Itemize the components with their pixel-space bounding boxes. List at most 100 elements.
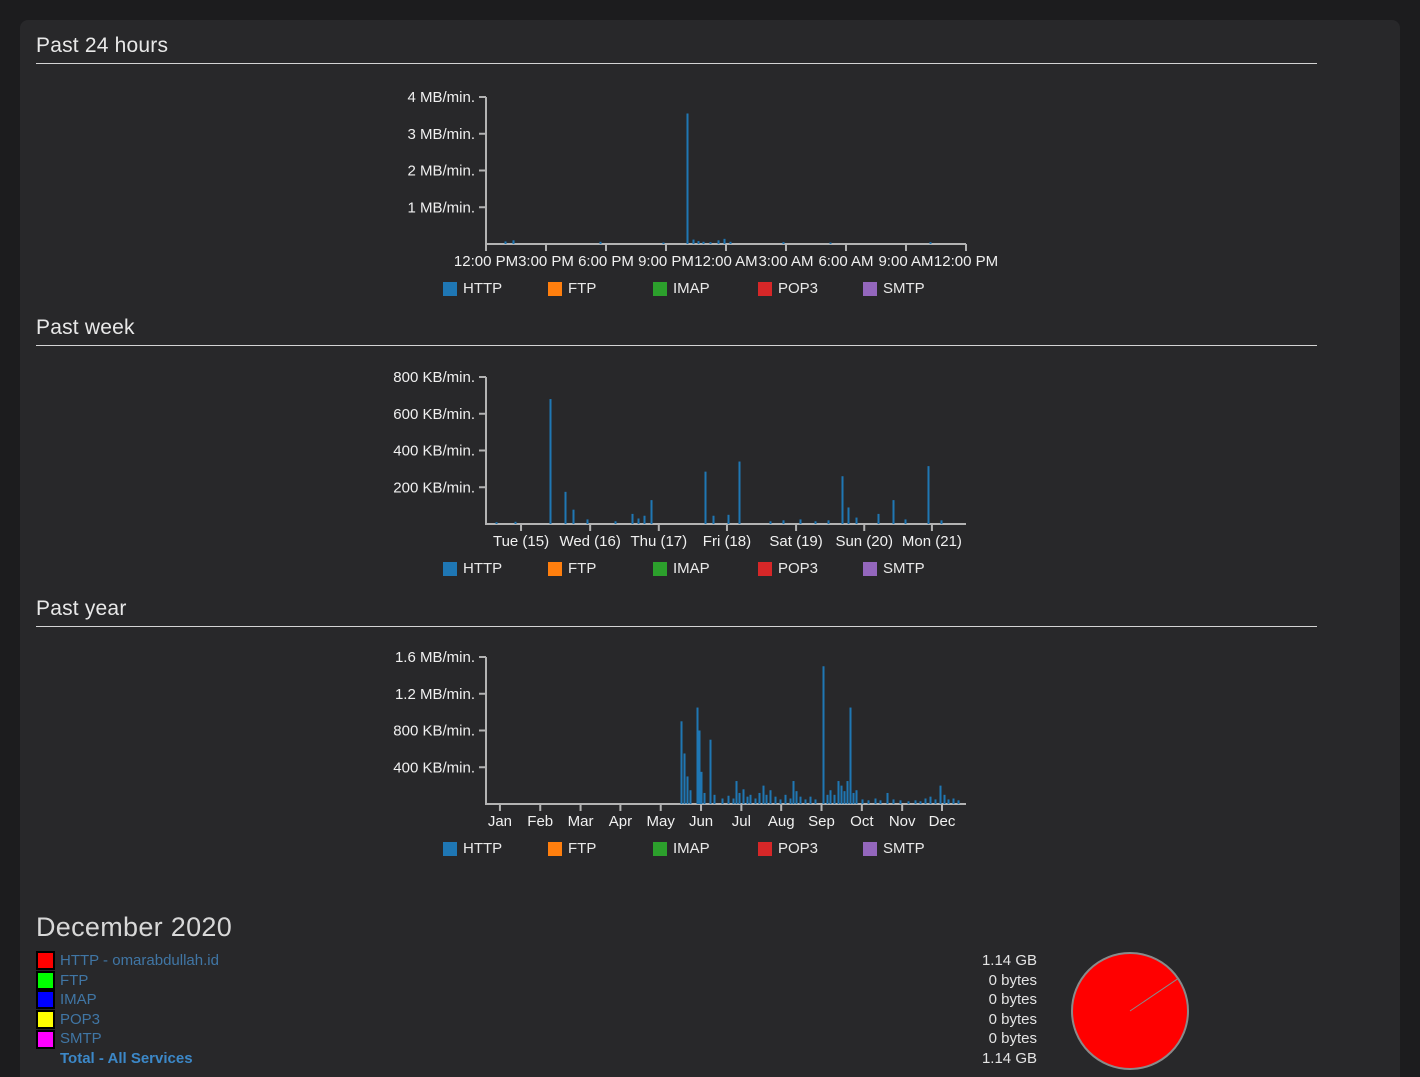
service-link-pop3[interactable]: POP3 xyxy=(60,1010,101,1028)
axis-line xyxy=(485,657,966,805)
x-axis-tick-label: 9:00 AM xyxy=(878,253,933,270)
x-axis-tick-label: Sat (19) xyxy=(769,533,822,550)
service-swatch-icon xyxy=(36,951,55,971)
legend-swatch-pop3-icon xyxy=(758,842,772,856)
x-axis-tick-label: Mon (21) xyxy=(902,533,962,550)
x-axis-tick-label: 12:00 PM xyxy=(454,253,518,270)
y-axis-tick-label: 1 MB/min. xyxy=(407,199,475,216)
legend-swatch-ftp-icon xyxy=(548,282,562,296)
x-axis-tick-label: Nov xyxy=(889,813,916,830)
x-axis-tick-label: Feb xyxy=(527,813,553,830)
legend-item-imap: IMAP xyxy=(653,281,758,297)
legend-item-http: HTTP xyxy=(443,841,548,857)
y-axis-tick-label: 2 MB/min. xyxy=(407,163,475,180)
x-axis-tick-label: 12:00 AM xyxy=(694,253,757,270)
y-axis-tick-label: 1.2 MB/min. xyxy=(395,686,475,703)
legend-label: IMAP xyxy=(673,560,710,577)
service-link-ftp[interactable]: FTP xyxy=(60,971,89,989)
service-value: 0 bytes xyxy=(988,1010,1037,1028)
service-row: HTTP - omarabdullah.id xyxy=(36,951,219,971)
legend-label: FTP xyxy=(568,840,597,857)
legend-swatch-http-icon xyxy=(443,562,457,576)
legend-label: IMAP xyxy=(673,840,710,857)
x-axis-tick-label: 6:00 AM xyxy=(818,253,873,270)
x-axis-tick-label: Tue (15) xyxy=(493,533,549,550)
x-axis-tick-label: Fri (18) xyxy=(703,533,751,550)
service-swatch-icon xyxy=(36,1029,55,1049)
service-row: POP3 xyxy=(36,1010,219,1030)
service-value: 0 bytes xyxy=(988,991,1037,1009)
chart-legend-past-week: HTTP FTP IMAP POP3 SMTP xyxy=(443,561,968,577)
chart-past-year: 1.6 MB/min. 1.2 MB/min. 800 KB/min. 400 KB/… xyxy=(393,649,966,830)
service-value: 1.14 GB xyxy=(981,952,1037,969)
service-value: 0 bytes xyxy=(988,971,1037,989)
axis-line xyxy=(485,377,966,525)
x-axis-tick-label: 9:00 PM xyxy=(638,253,694,270)
x-axis-tick-label: 3:00 PM xyxy=(518,253,574,270)
service-link-total[interactable]: Total - All Services xyxy=(60,1049,193,1067)
legend-item-ftp: FTP xyxy=(548,841,653,857)
service-link-imap[interactable]: IMAP xyxy=(60,991,97,1009)
axis-line xyxy=(485,97,966,245)
legend-label: SMTP xyxy=(883,560,925,577)
legend-swatch-imap-icon xyxy=(653,842,667,856)
legend-label: SMTP xyxy=(883,840,925,857)
service-swatch-spacer xyxy=(36,1049,55,1068)
legend-swatch-ftp-icon xyxy=(548,842,562,856)
x-axis-tick-label: Jan xyxy=(488,813,512,830)
legend-swatch-imap-icon xyxy=(653,562,667,576)
legend-item-smtp: SMTP xyxy=(863,281,968,297)
month-value-list: 1.14 GB 0 bytes 0 bytes 0 bytes 0 bytes 1.14 … xyxy=(837,951,1037,1069)
x-axis-tick-label: May xyxy=(647,813,676,830)
service-value: 1.14 GB xyxy=(981,1049,1037,1067)
legend-item-ftp: FTP xyxy=(548,561,653,577)
service-swatch-icon xyxy=(36,1010,55,1030)
y-axis-tick-label: 800 KB/min. xyxy=(393,723,475,740)
legend-swatch-http-icon xyxy=(443,282,457,296)
legend-label: FTP xyxy=(568,280,597,297)
x-axis-tick-label: 12:00 PM xyxy=(934,253,998,270)
legend-label: HTTP xyxy=(463,840,503,857)
legend-item-pop3: POP3 xyxy=(758,561,863,577)
legend-label: HTTP xyxy=(463,560,503,577)
x-axis-tick-label: Thu (17) xyxy=(630,533,687,550)
section-heading-past-week: Past week xyxy=(36,316,1317,346)
x-axis-tick-label: Apr xyxy=(609,813,632,830)
legend-label: POP3 xyxy=(778,280,819,297)
x-axis-tick-label: Sep xyxy=(808,813,835,830)
section-heading-past-24-hours: Past 24 hours xyxy=(36,34,1317,64)
chart-past-24-hours: 4 MB/min. 3 MB/min. 2 MB/min. 1 MB/min. 12:0… xyxy=(407,89,998,270)
legend-swatch-ftp-icon xyxy=(548,562,562,576)
legend-swatch-pop3-icon xyxy=(758,282,772,296)
x-axis-tick-label: 6:00 PM xyxy=(578,253,634,270)
service-link-http[interactable]: HTTP - omarabdullah.id xyxy=(60,952,219,969)
x-axis-tick-label: Oct xyxy=(850,813,874,830)
x-axis-tick-label: Jun xyxy=(689,813,713,830)
x-axis-tick-label: Wed (16) xyxy=(559,533,620,550)
legend-item-pop3: POP3 xyxy=(758,841,863,857)
service-row: Total - All Services xyxy=(36,1049,219,1069)
service-link-smtp[interactable]: SMTP xyxy=(60,1030,102,1048)
y-axis-tick-label: 400 KB/min. xyxy=(393,443,475,460)
legend-item-http: HTTP xyxy=(443,561,548,577)
service-row: SMTP xyxy=(36,1029,219,1049)
legend-label: FTP xyxy=(568,560,597,577)
chart-past-week: 800 KB/min. 600 KB/min. 400 KB/min. 200 KB/… xyxy=(393,369,966,550)
legend-swatch-smtp-icon xyxy=(863,562,877,576)
y-axis-tick-label: 600 KB/min. xyxy=(393,406,475,423)
section-heading-past-year: Past year xyxy=(36,597,1317,627)
legend-item-ftp: FTP xyxy=(548,281,653,297)
y-axis-tick-label: 4 MB/min. xyxy=(407,89,475,106)
pie-slice-boundary xyxy=(1129,978,1179,1012)
legend-item-smtp: SMTP xyxy=(863,841,968,857)
y-axis-tick-label: 800 KB/min. xyxy=(393,369,475,386)
month-service-list: HTTP - omarabdullah.id FTP IMAP POP3 SMTP Tot… xyxy=(36,951,219,1069)
chart-legend-past-24-hours: HTTP FTP IMAP POP3 SMTP xyxy=(443,281,968,297)
chart-legend-past-year: HTTP FTP IMAP POP3 SMTP xyxy=(443,841,968,857)
legend-item-pop3: POP3 xyxy=(758,281,863,297)
legend-item-smtp: SMTP xyxy=(863,561,968,577)
service-value: 0 bytes xyxy=(988,1030,1037,1048)
x-axis-tick-label: Aug xyxy=(768,813,795,830)
legend-label: POP3 xyxy=(778,560,819,577)
legend-swatch-http-icon xyxy=(443,842,457,856)
